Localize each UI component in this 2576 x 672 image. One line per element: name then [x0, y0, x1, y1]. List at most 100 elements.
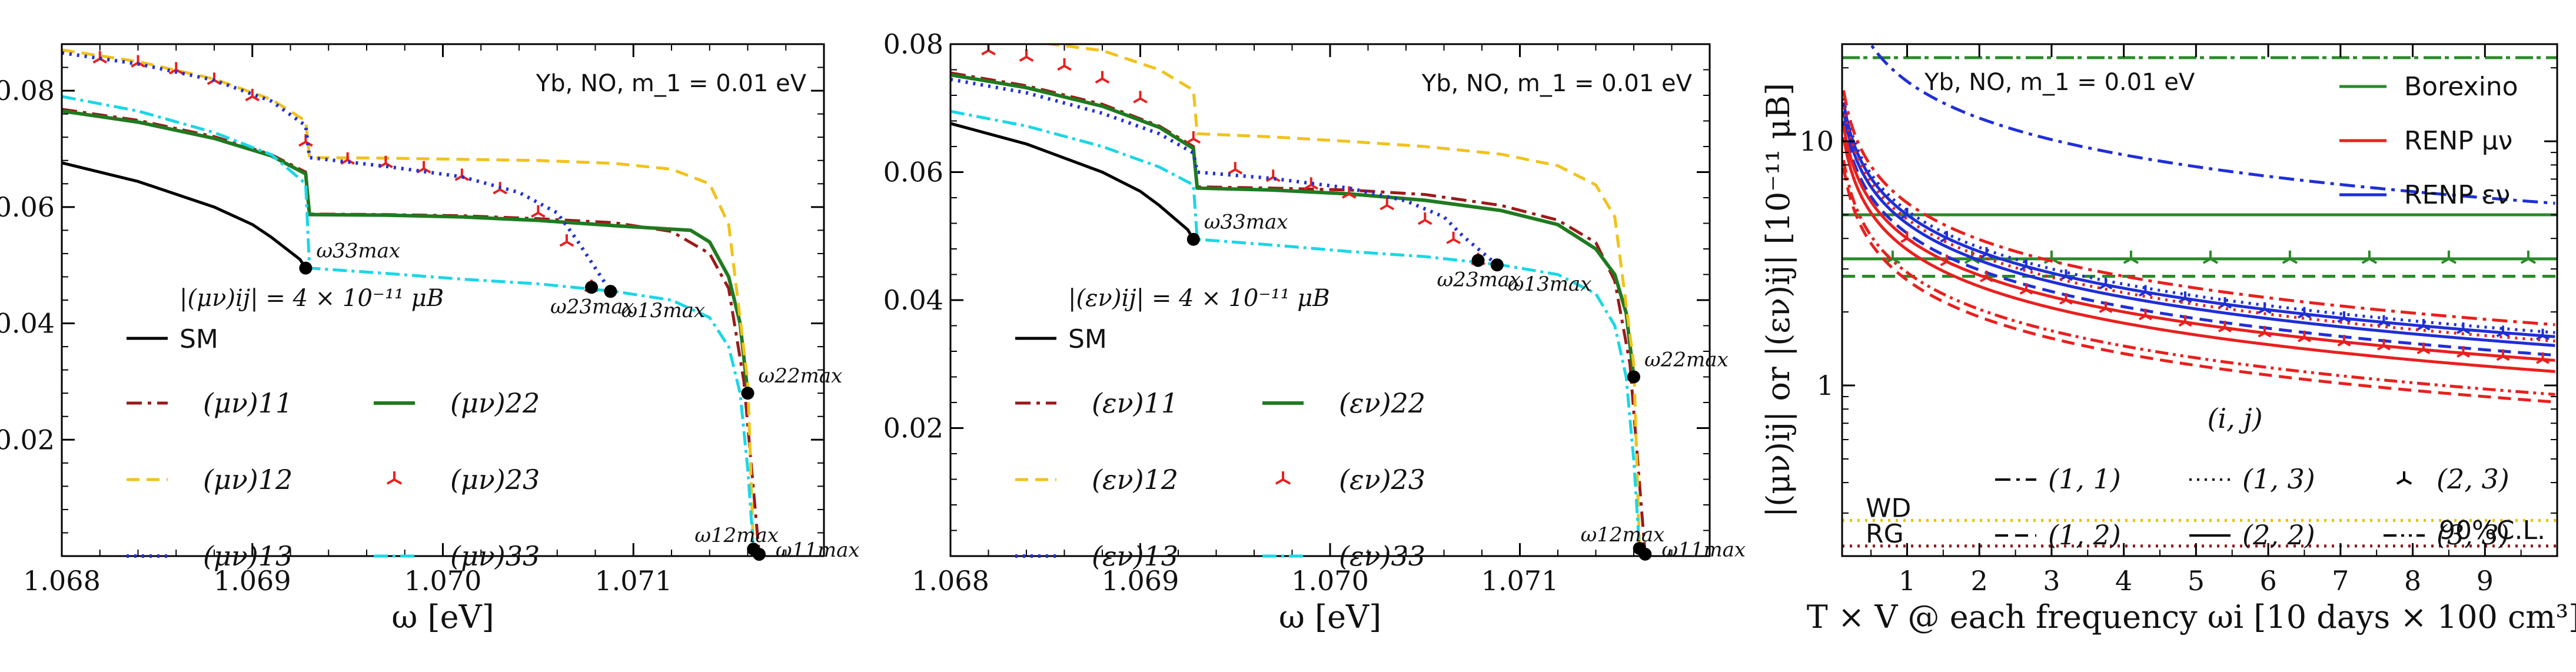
renp-marker-leg [2139, 314, 2146, 321]
renp-marker-leg [2184, 297, 2192, 303]
renp-marker-leg [1980, 277, 1987, 282]
x-tick-label: 1.068 [23, 565, 101, 597]
panel-annotation: Yb, NO, m_1 = 0.01 eV [536, 70, 807, 97]
renp-marker-leg [2065, 275, 2073, 281]
legend-ij-label: (1, 3) [2242, 463, 2315, 495]
legend-label: (μν)13 [203, 540, 292, 572]
series-line-s22 [62, 109, 750, 394]
y-tick-label: 0.02 [883, 412, 943, 444]
renp-marker-leg [2383, 345, 2391, 351]
series-marker-s23-leg [385, 162, 393, 168]
renp-marker-leg [2457, 328, 2464, 334]
bound-label: RG [1866, 519, 1904, 549]
y-tick-label: 0.08 [883, 28, 943, 60]
borexino-marker-leg [2448, 258, 2457, 264]
axes-frame [1841, 43, 2558, 557]
renp-marker [2178, 315, 2192, 327]
series-marker-s23-leg [1026, 56, 1034, 62]
series-marker-s23-leg [1348, 192, 1357, 199]
threshold-dot [741, 387, 754, 400]
y-tick-label: 10 [1799, 125, 1834, 157]
borexino-marker [2520, 250, 2537, 264]
renp-marker-leg [2139, 291, 2146, 297]
renp-marker-leg [2343, 317, 2351, 323]
series-marker-s23-leg [1186, 138, 1194, 144]
x-axis-label: ω [eV] [1279, 598, 1381, 636]
renp-marker [2258, 325, 2272, 338]
x-tick-label: 7 [2332, 565, 2349, 597]
series-marker-s23-leg [175, 68, 184, 75]
renp-marker-leg [2258, 308, 2265, 314]
renp-curve [1842, 90, 2555, 327]
series-marker-s23-leg [1234, 168, 1243, 175]
renp-marker [2139, 308, 2152, 321]
borexino-marker-leg [1964, 258, 1973, 264]
series-line-s33 [62, 95, 755, 550]
legend-label: (εν)22 [1339, 387, 1425, 419]
renp-marker-leg [2298, 337, 2305, 342]
series-marker-s23-leg [1102, 77, 1110, 84]
threshold-label: ω23max [550, 295, 634, 318]
renp-marker-leg [1900, 214, 1908, 219]
panel-annotation: Yb, NO, m_1 = 0.01 eV [1924, 69, 2195, 96]
renp-marker-leg [2422, 325, 2431, 331]
series-marker-s23 [531, 205, 546, 218]
y-tick-label: 0.04 [883, 284, 943, 316]
series-marker-s23-leg [423, 167, 431, 174]
threshold-dot [1471, 254, 1485, 267]
threshold-label: ω23max [1437, 268, 1521, 292]
renp-curve [1842, 137, 2555, 373]
borexino-marker-leg [2209, 258, 2219, 264]
borexino-marker-leg [2527, 258, 2537, 264]
series-marker-s23-leg [1019, 56, 1027, 62]
cl-text: 90%C.L. [2439, 515, 2545, 545]
borexino-marker [2441, 250, 2457, 264]
renp-marker-leg [2145, 291, 2152, 297]
threshold-label: ω13max [621, 299, 705, 322]
y-tick-label: 0.04 [0, 308, 55, 340]
series-marker-s23-leg [251, 95, 260, 102]
threshold-dot [604, 285, 617, 298]
x-tick-label: 1 [1899, 565, 1916, 597]
renp-marker-leg [2417, 325, 2424, 331]
legend: SM (μν)11 (μν)22 (μν)12 (μν)23 (μν)13 (μν)33 [127, 324, 540, 572]
renp-marker-leg [2059, 299, 2067, 305]
renp-marker [1940, 231, 1954, 243]
threshold-label: ω22max [1644, 348, 1729, 372]
renp-marker-leg [2105, 307, 2113, 314]
renp-marker [2019, 259, 2033, 271]
renp-marker [2337, 335, 2351, 347]
renp-marker-leg [2258, 332, 2265, 338]
renp-marker-leg [2422, 348, 2431, 354]
renp-marker-leg [2099, 284, 2106, 290]
series-marker-s23-leg [1386, 204, 1395, 211]
borexino-marker [2361, 250, 2378, 264]
series-marker-s23-leg [131, 61, 139, 68]
legend-label: SM [1068, 324, 1107, 354]
series-line-s13 [62, 51, 612, 292]
x-tick-label: 2 [1971, 565, 1988, 597]
renp-marker [1980, 271, 1993, 282]
borexino-marker-leg [2361, 258, 2370, 264]
series-marker-s23-leg [340, 159, 348, 165]
series-marker-s23-leg [1228, 168, 1236, 175]
series-marker-s23 [1057, 58, 1072, 71]
threshold-label: ω12max [1581, 523, 1665, 547]
renp-marker-leg [2224, 327, 2232, 332]
renp-marker-leg [1940, 237, 1947, 243]
x-tick-label: 1.069 [1102, 565, 1179, 597]
series-marker-s23-leg [1424, 219, 1432, 225]
renp-marker-leg [2496, 355, 2504, 361]
series-marker-s23-leg [1133, 97, 1141, 104]
legend-title: (i, j) [2207, 402, 2262, 434]
renp-curve [1842, 125, 2555, 362]
plot-area [950, 44, 1647, 554]
renp-marker [2457, 346, 2470, 358]
y-tick-label: 0.06 [0, 191, 55, 223]
renp-marker-leg [1946, 237, 1954, 243]
axes-frame [949, 43, 1711, 557]
x-tick-label: 1.071 [594, 565, 672, 597]
series-marker-s23-leg [499, 188, 507, 195]
series-marker-s23-leg [531, 211, 539, 218]
renp-marker [2218, 321, 2232, 332]
